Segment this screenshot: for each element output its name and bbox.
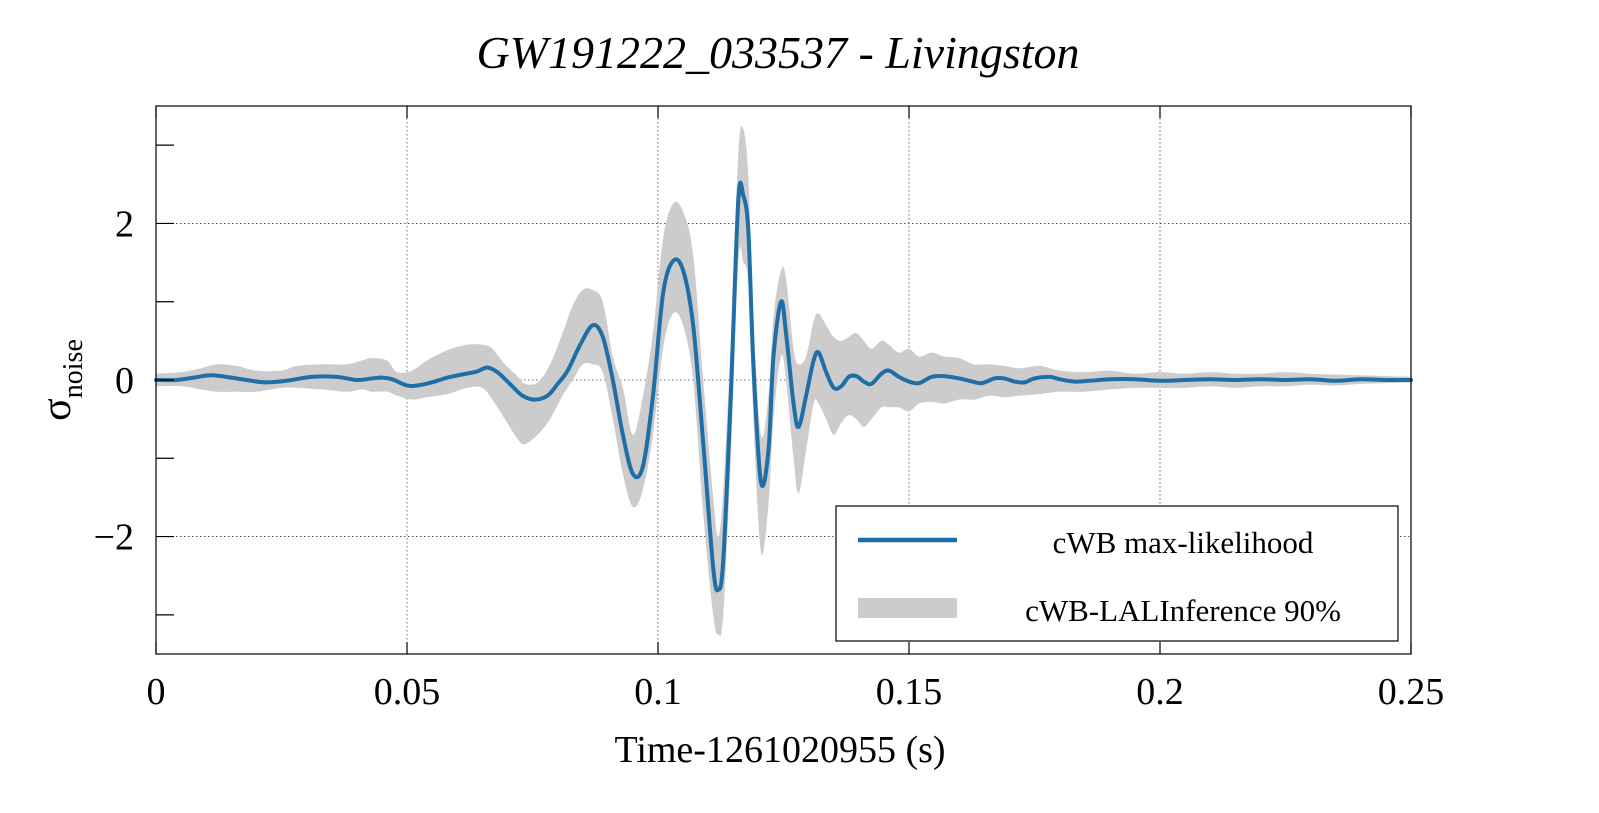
x-tick-label-3: 0.15 xyxy=(876,671,943,713)
legend-swatch-band xyxy=(858,598,957,618)
y-tick-label-1: 0 xyxy=(115,360,134,402)
y-axis-label-subscript: noise xyxy=(58,339,89,398)
svg-text:σnoise: σnoise xyxy=(34,339,89,421)
legend-label-band: cWB-LALInference 90% xyxy=(1025,593,1341,628)
legend: cWB max-likelihood cWB-LALInference 90% xyxy=(835,505,1399,642)
x-tick-label-1: 0.05 xyxy=(374,671,441,713)
chart-title: GW191222_033537 - Livingston xyxy=(476,27,1079,78)
x-axis-label: Time-1261020955 (s) xyxy=(614,729,945,771)
x-tick-labels: 0 0.05 0.1 0.15 0.2 0.25 xyxy=(147,671,1445,713)
legend-label-max-likelihood: cWB max-likelihood xyxy=(1053,525,1314,560)
y-axis-label: σnoise xyxy=(34,339,89,421)
x-tick-label-0: 0 xyxy=(147,671,166,713)
legend-box xyxy=(835,505,1399,642)
x-tick-label-2: 0.1 xyxy=(634,671,682,713)
max-likelihood-line xyxy=(154,180,1413,593)
y-tick-labels: −2 0 2 xyxy=(94,203,134,558)
y-axis-label-main: σ xyxy=(34,398,80,421)
x-tick-label-5: 0.25 xyxy=(1378,671,1445,713)
axis-ticks xyxy=(155,106,1412,654)
max-likelihood-line-layer xyxy=(154,180,1413,593)
y-tick-label-2: 2 xyxy=(115,203,134,245)
y-tick-label-0: −2 xyxy=(94,517,134,559)
x-tick-label-4: 0.2 xyxy=(1136,671,1184,713)
